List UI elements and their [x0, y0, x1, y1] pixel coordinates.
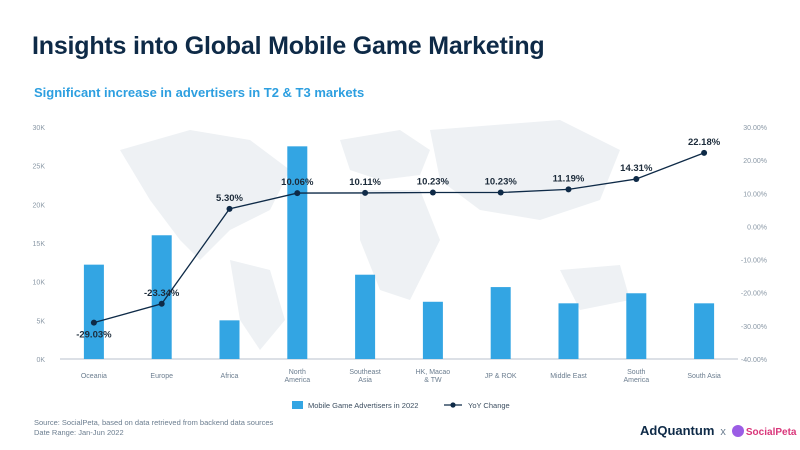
bar: [355, 274, 376, 359]
chart-subtitle: Significant increase in advertisers in T…: [34, 85, 365, 100]
yoy-data-label: 10.06%: [281, 177, 314, 188]
category-label: Southeast Asia: [349, 369, 381, 384]
bar: [558, 303, 579, 359]
category-label: Middle East: [550, 373, 587, 380]
yoy-point: [362, 189, 369, 196]
legend-bar-label: Mobile Game Advertisers in 2022: [308, 401, 418, 410]
right-axis-tick-label: -40.00%: [741, 357, 767, 364]
yoy-point: [294, 190, 301, 197]
right-axis-tick-label: 0.00%: [747, 224, 767, 231]
yoy-data-label: -29.03%: [76, 330, 112, 341]
yoy-point: [90, 319, 97, 326]
right-axis-tick-label: 20.00%: [743, 158, 767, 165]
socialpeta-icon: [731, 425, 744, 437]
bar: [694, 303, 715, 359]
legend-line-marker: [450, 402, 456, 408]
yoy-data-label: 5.30%: [216, 193, 243, 204]
yoy-data-label: 11.19%: [553, 173, 585, 184]
date-range-note: Date Range: Jan-Jun 2022: [34, 428, 124, 437]
left-axis-tick-label: 0K: [36, 357, 45, 364]
yoy-data-label: 10.23%: [485, 177, 518, 188]
bar: [626, 293, 647, 359]
world-map-watermark: [120, 120, 630, 350]
brand-logos: AdQuantum x SocialPeta: [640, 423, 796, 438]
legend-line-label: YoY Change: [468, 401, 510, 410]
category-label: South America: [623, 369, 649, 384]
yoy-data-label: 10.11%: [349, 177, 381, 188]
page-title: Insights into Global Mobile Game Marketi…: [32, 32, 545, 60]
yoy-point: [701, 149, 708, 156]
category-label: South Asia: [687, 373, 721, 380]
right-axis-tick-label: -10.00%: [741, 258, 767, 265]
yoy-data-label: 22.18%: [688, 137, 721, 148]
left-axis-tick-label: 20K: [33, 202, 46, 209]
yoy-point: [158, 300, 165, 307]
category-label: North America: [284, 369, 310, 384]
logo-separator: x: [720, 426, 726, 438]
category-label: Europe: [150, 373, 173, 380]
right-axis-tick-label: 10.00%: [743, 191, 767, 198]
left-axis-tick-label: 30K: [33, 125, 46, 132]
yoy-point: [226, 205, 233, 212]
left-axis-tick-label: 15K: [33, 241, 46, 248]
category-label: Oceania: [81, 373, 107, 380]
bar: [287, 146, 308, 359]
adquantum-logo: AdQuantum: [640, 423, 715, 438]
left-axis-tick-label: 10K: [33, 280, 46, 287]
yoy-point: [429, 189, 436, 196]
category-label: Africa: [221, 373, 239, 380]
bar: [490, 287, 511, 359]
socialpeta-logo: SocialPeta: [745, 427, 797, 438]
bar: [83, 264, 104, 359]
bar: [219, 320, 240, 359]
bar: [151, 235, 172, 359]
yoy-data-label: 10.23%: [417, 177, 450, 188]
right-axis-tick-label: -20.00%: [741, 291, 767, 298]
yoy-point: [633, 176, 640, 183]
yoy-point: [565, 186, 572, 193]
category-label: JP & ROK: [485, 373, 517, 380]
yoy-point: [497, 189, 504, 196]
left-axis-tick-label: 5K: [36, 318, 45, 325]
right-axis-tick-label: 30.00%: [743, 125, 767, 132]
right-axis-tick-label: -30.00%: [741, 324, 767, 331]
source-note: Source: SocialPeta, based on data retrie…: [34, 418, 274, 427]
category-label: HK, Macao & TW: [416, 369, 451, 384]
legend-bar-swatch: [292, 401, 303, 409]
chart-footer: Source: SocialPeta, based on data retrie…: [34, 418, 273, 438]
yoy-data-label: 14.31%: [620, 163, 653, 174]
yoy-line: [93, 152, 705, 324]
yoy-data-label: -23.34%: [144, 288, 180, 299]
left-axis-tick-label: 25K: [33, 164, 46, 171]
bar: [422, 301, 443, 359]
